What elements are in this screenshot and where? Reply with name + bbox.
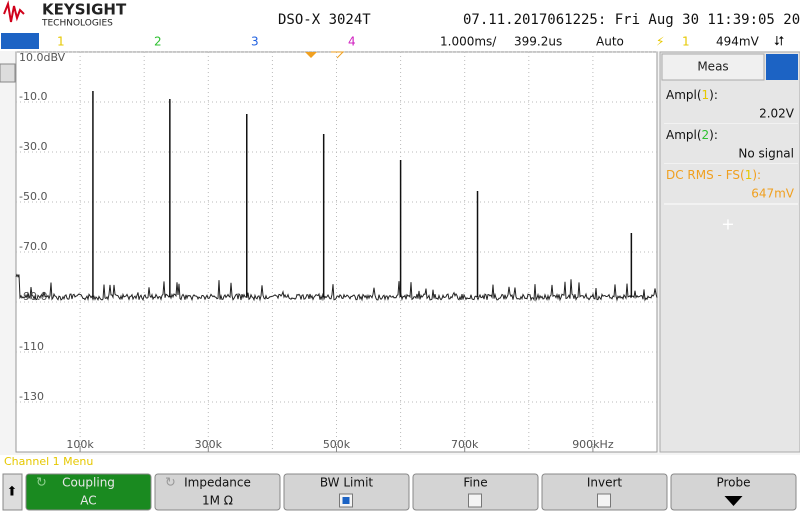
channel-number[interactable]: 3 bbox=[251, 35, 259, 49]
x-tick-label: 700k bbox=[451, 438, 479, 451]
trigger-mode: Auto bbox=[596, 35, 624, 49]
y-tick-label: -70.0 bbox=[19, 240, 47, 253]
channel-number[interactable]: 4 bbox=[348, 35, 356, 49]
softkey-value[interactable]: AC bbox=[80, 494, 96, 508]
softkey-check[interactable] bbox=[342, 497, 350, 504]
softkey-label[interactable]: Probe bbox=[716, 476, 750, 490]
channel-select[interactable] bbox=[1, 33, 39, 49]
softkey-label[interactable]: BW Limit bbox=[320, 476, 374, 490]
softkey[interactable] bbox=[670, 473, 797, 511]
x-tick-label: 300k bbox=[195, 438, 223, 451]
y-tick-label: 10.0dBV bbox=[19, 51, 66, 64]
delay-marker bbox=[331, 51, 345, 59]
measurement-prefix: Ampl( bbox=[666, 128, 702, 142]
channel-number[interactable]: 2 bbox=[154, 35, 162, 49]
measurement-row bbox=[664, 164, 798, 202]
x-tick-label: 100k bbox=[66, 438, 94, 451]
datetime: 07.11.2017061225: Fri Aug 30 11:39:05 20… bbox=[463, 12, 800, 28]
softkey[interactable] bbox=[412, 473, 539, 511]
y-tick-label: -110 bbox=[19, 340, 44, 353]
measurement-row bbox=[664, 84, 798, 122]
panel-tab-2[interactable] bbox=[766, 54, 798, 80]
measurement-suffix: ): bbox=[709, 88, 718, 102]
channel-number[interactable]: 1 bbox=[57, 35, 65, 49]
menu-title: Channel 1 Menu bbox=[4, 455, 93, 468]
trigger-level: 494mV bbox=[716, 35, 760, 49]
ref-marker bbox=[0, 63, 16, 83]
measurement-value: No signal bbox=[738, 147, 794, 161]
trigger-icon: ⚡ bbox=[656, 35, 664, 49]
noise-floor-trace bbox=[15, 273, 658, 302]
y-tick-label: -30.0 bbox=[19, 140, 47, 153]
meas-tab[interactable] bbox=[661, 53, 765, 81]
trigger-marker bbox=[305, 52, 317, 58]
measurement-source: 1 bbox=[702, 88, 710, 102]
run-icon[interactable]: ⮃ bbox=[774, 35, 784, 50]
softkey[interactable] bbox=[25, 473, 152, 511]
meas-tab-label[interactable]: Meas bbox=[697, 60, 728, 74]
menu-back-icon[interactable]: ⬆ bbox=[7, 485, 18, 500]
softkey-checkbox[interactable] bbox=[597, 493, 611, 508]
measurement-source: 2 bbox=[702, 128, 710, 142]
softkey[interactable] bbox=[283, 473, 410, 511]
brand: KEYSIGHT bbox=[42, 1, 127, 19]
x-tick-label: 500k bbox=[323, 438, 351, 451]
softkey-label[interactable]: Fine bbox=[463, 476, 487, 490]
logo-wave bbox=[3, 0, 25, 23]
measurement-value: 2.02V bbox=[759, 107, 795, 121]
y-tick-label: -50.0 bbox=[19, 190, 47, 203]
softkey-label[interactable]: Impedance bbox=[184, 476, 251, 490]
measurement-value: 647mV bbox=[751, 187, 795, 201]
softkey-knob-icon[interactable]: ↻ bbox=[36, 476, 47, 491]
measurement-suffix: ): bbox=[752, 168, 761, 182]
measurement-row bbox=[664, 124, 798, 162]
measurement-label: DC RMS - FS(1): bbox=[666, 168, 761, 182]
measurement-source: 1 bbox=[745, 168, 753, 182]
status-bar bbox=[0, 32, 800, 51]
menu-back[interactable] bbox=[2, 473, 23, 511]
measurement-label: Ampl(1): bbox=[666, 88, 718, 102]
measurement-prefix: Ampl( bbox=[666, 88, 702, 102]
header-bar bbox=[0, 0, 800, 32]
measurement-label: Ampl(2): bbox=[666, 128, 718, 142]
softkey-value[interactable]: 1M Ω bbox=[202, 494, 233, 508]
timebase: 1.000ms/ bbox=[440, 35, 497, 49]
measurement-suffix: ): bbox=[709, 128, 718, 142]
y-tick-label: -130 bbox=[19, 390, 44, 403]
delay: 399.2us bbox=[514, 35, 562, 49]
softkey-arrow[interactable] bbox=[724, 496, 743, 506]
brand-sub: TECHNOLOGIES bbox=[41, 19, 113, 29]
softkey-label[interactable]: Invert bbox=[587, 476, 623, 490]
measurement-prefix: DC RMS - FS( bbox=[666, 168, 745, 182]
y-tick-label: -10.0 bbox=[19, 90, 47, 103]
softkey-label[interactable]: Coupling bbox=[62, 476, 115, 490]
x-tick-label: 900kHz bbox=[572, 438, 614, 451]
model: DSO-X 3024T bbox=[278, 12, 371, 28]
softkey[interactable] bbox=[541, 473, 668, 511]
softkey[interactable] bbox=[154, 473, 281, 511]
softkey-checkbox[interactable] bbox=[468, 493, 482, 508]
add-measurement[interactable]: + bbox=[721, 215, 734, 234]
trigger-source: 1 bbox=[682, 35, 690, 49]
softkey-knob-icon[interactable]: ↻ bbox=[165, 476, 176, 491]
